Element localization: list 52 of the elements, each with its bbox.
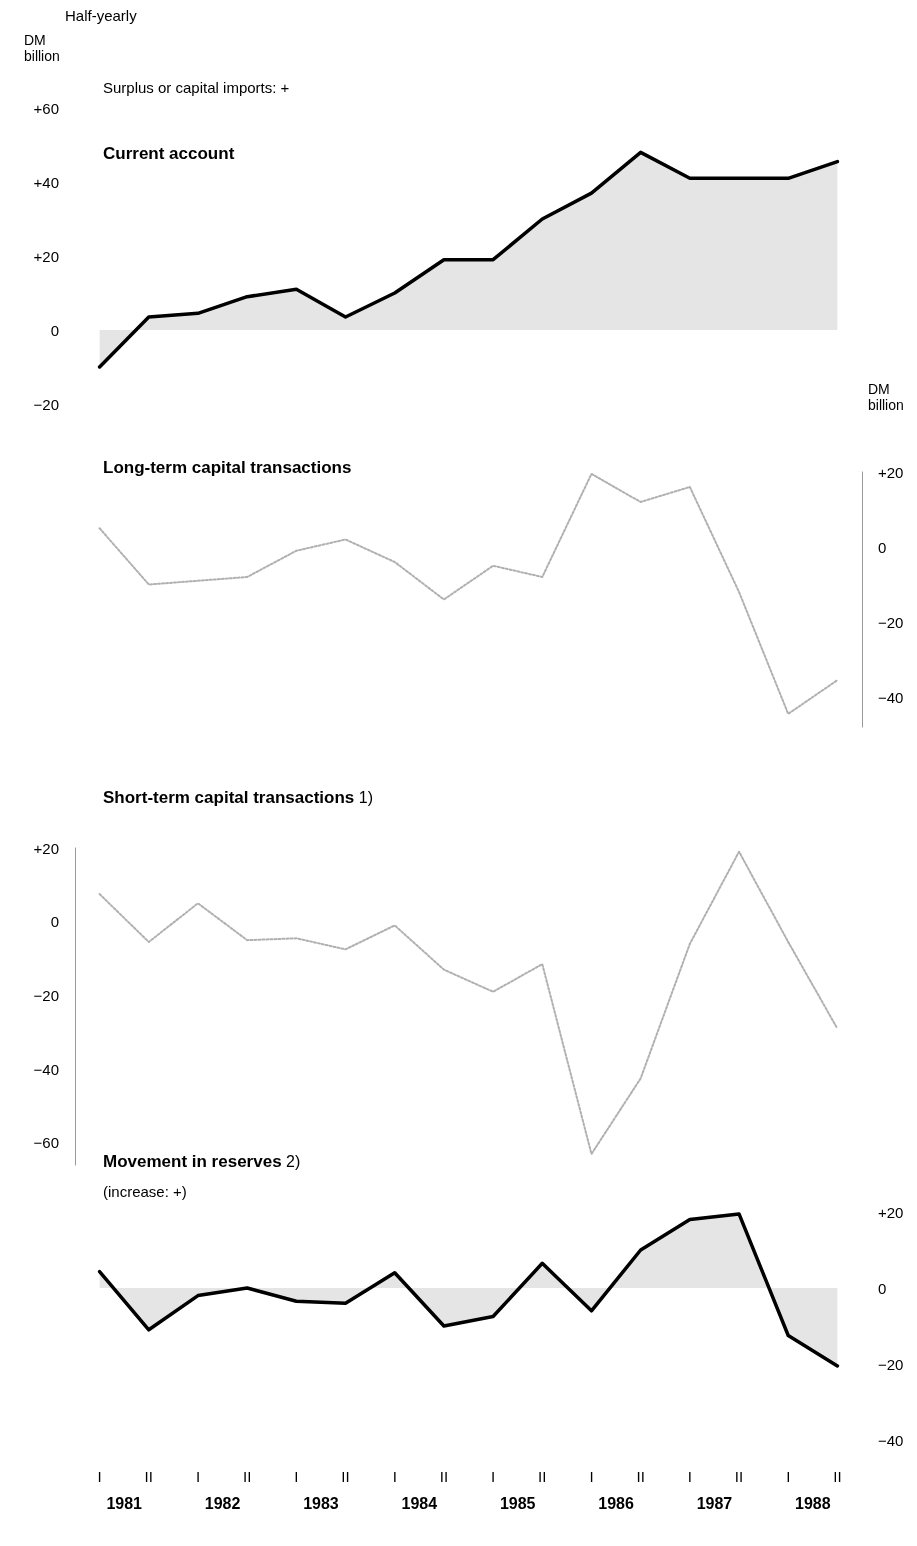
x-tick-label: II [439, 1468, 449, 1485]
y-axis-title: DM billion [868, 381, 904, 413]
x-tick-label: II [734, 1468, 744, 1485]
x-tick-label: II [341, 1468, 350, 1485]
chart-title: Short-term capital transactions 1) [103, 788, 373, 807]
text: 1983 [303, 1494, 339, 1512]
chart-subtitle: Surplus or capital imports: + [103, 79, 290, 96]
x-tick-label: I [491, 1468, 496, 1485]
x-tick-label: II [144, 1468, 153, 1485]
y-tick-label: +20 [33, 839, 59, 857]
y-tick-label: 0 [50, 913, 59, 931]
x-tick-label: I [97, 1468, 102, 1485]
text: 1985 [499, 1494, 536, 1512]
text: 1982 [204, 1494, 241, 1512]
y2-tick-label: −20 [878, 1355, 904, 1373]
y2-tick-label: 0 [878, 538, 887, 556]
y2-tick-label: +20 [878, 1203, 904, 1221]
y-tick-label: −40 [33, 1060, 59, 1078]
x-tick-label: I [687, 1468, 692, 1485]
x-tick-label: I [195, 1468, 201, 1485]
y2-tick-label: −20 [878, 613, 904, 631]
y-tick-label: 0 [50, 321, 59, 339]
y-tick-label: −20 [33, 986, 59, 1004]
x-tick-label: I [392, 1468, 397, 1485]
text: 1988 [795, 1494, 831, 1512]
text: 1984 [401, 1494, 438, 1512]
y2-tick-label: −40 [878, 1431, 904, 1449]
y-tick-label: +20 [33, 247, 59, 265]
y2-tick-label: −40 [878, 688, 904, 706]
y2-tick-label: 0 [878, 1279, 887, 1297]
y-tick-label: +60 [33, 99, 59, 117]
x-tick-label: II [538, 1468, 547, 1485]
text: 1986 [598, 1494, 634, 1512]
x-tick-label: II [833, 1468, 842, 1485]
x-tick-label: II [636, 1468, 645, 1485]
chart-title: Movement in reserves 2) [103, 1152, 301, 1171]
chart-subtitle: (increase: +) [103, 1183, 187, 1200]
x-tick-label: I [786, 1468, 791, 1485]
text: Current account [103, 144, 235, 163]
y-tick-label: −20 [33, 395, 59, 413]
y-tick-label: +40 [33, 173, 59, 191]
y-tick-label: −60 [33, 1134, 59, 1152]
text: 1987 [696, 1494, 733, 1512]
x-tick-label: II [242, 1468, 252, 1485]
y2-tick-label: +20 [878, 463, 904, 481]
chart-title: Long-term capital transactions [103, 458, 352, 477]
line-series [98, 850, 839, 1155]
text: 1981 [106, 1494, 143, 1512]
y2-axis-title: DM billion [24, 32, 60, 64]
x-tick-label: I [294, 1468, 299, 1485]
x-tick-label: I [589, 1468, 594, 1485]
text: Half-yearly [65, 7, 138, 24]
